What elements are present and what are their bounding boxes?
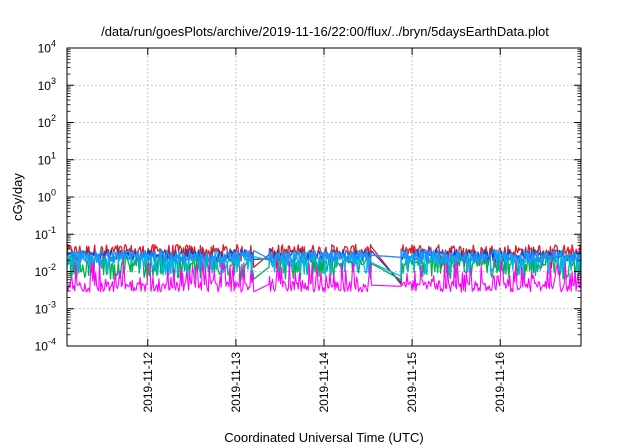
y-tick-label: 10-1 [35, 225, 56, 242]
x-tick-label: 2019-11-12 [141, 352, 155, 413]
x-tick-label: 2019-11-14 [317, 352, 331, 413]
y-tick-label: 102 [38, 113, 56, 130]
y-tick-label: 103 [38, 76, 56, 93]
x-axis-label: Coordinated Universal Time (UTC) [224, 430, 423, 445]
y-tick-label: 10-2 [35, 262, 56, 279]
y-tick-label: 10-3 [35, 299, 56, 316]
y-tick-label: 104 [38, 39, 56, 56]
y-axis-label: cGy/day [10, 173, 25, 221]
series-group [66, 243, 582, 293]
grid [67, 48, 581, 346]
x-tick-labels: 2019-11-12 2019-11-13 2019-11-14 2019-11-15… [141, 352, 507, 413]
chart-title: /data/run/goesPlots/archive/2019-11-16/2… [101, 24, 549, 39]
y-tick-label: 101 [38, 150, 56, 167]
series-line [66, 259, 582, 293]
axis-ticks [67, 47, 581, 347]
x-tick-label: 2019-11-13 [229, 352, 243, 413]
y-tick-label: 100 [38, 188, 56, 205]
x-tick-label: 2019-11-15 [405, 352, 419, 413]
y-tick-label: 10-4 [35, 337, 56, 354]
x-tick-label: 2019-11-16 [493, 352, 507, 413]
series-line [66, 249, 582, 266]
y-tick-labels: 10-4 10-3 10-2 10-1 100 101 102 103 104 [35, 39, 56, 354]
